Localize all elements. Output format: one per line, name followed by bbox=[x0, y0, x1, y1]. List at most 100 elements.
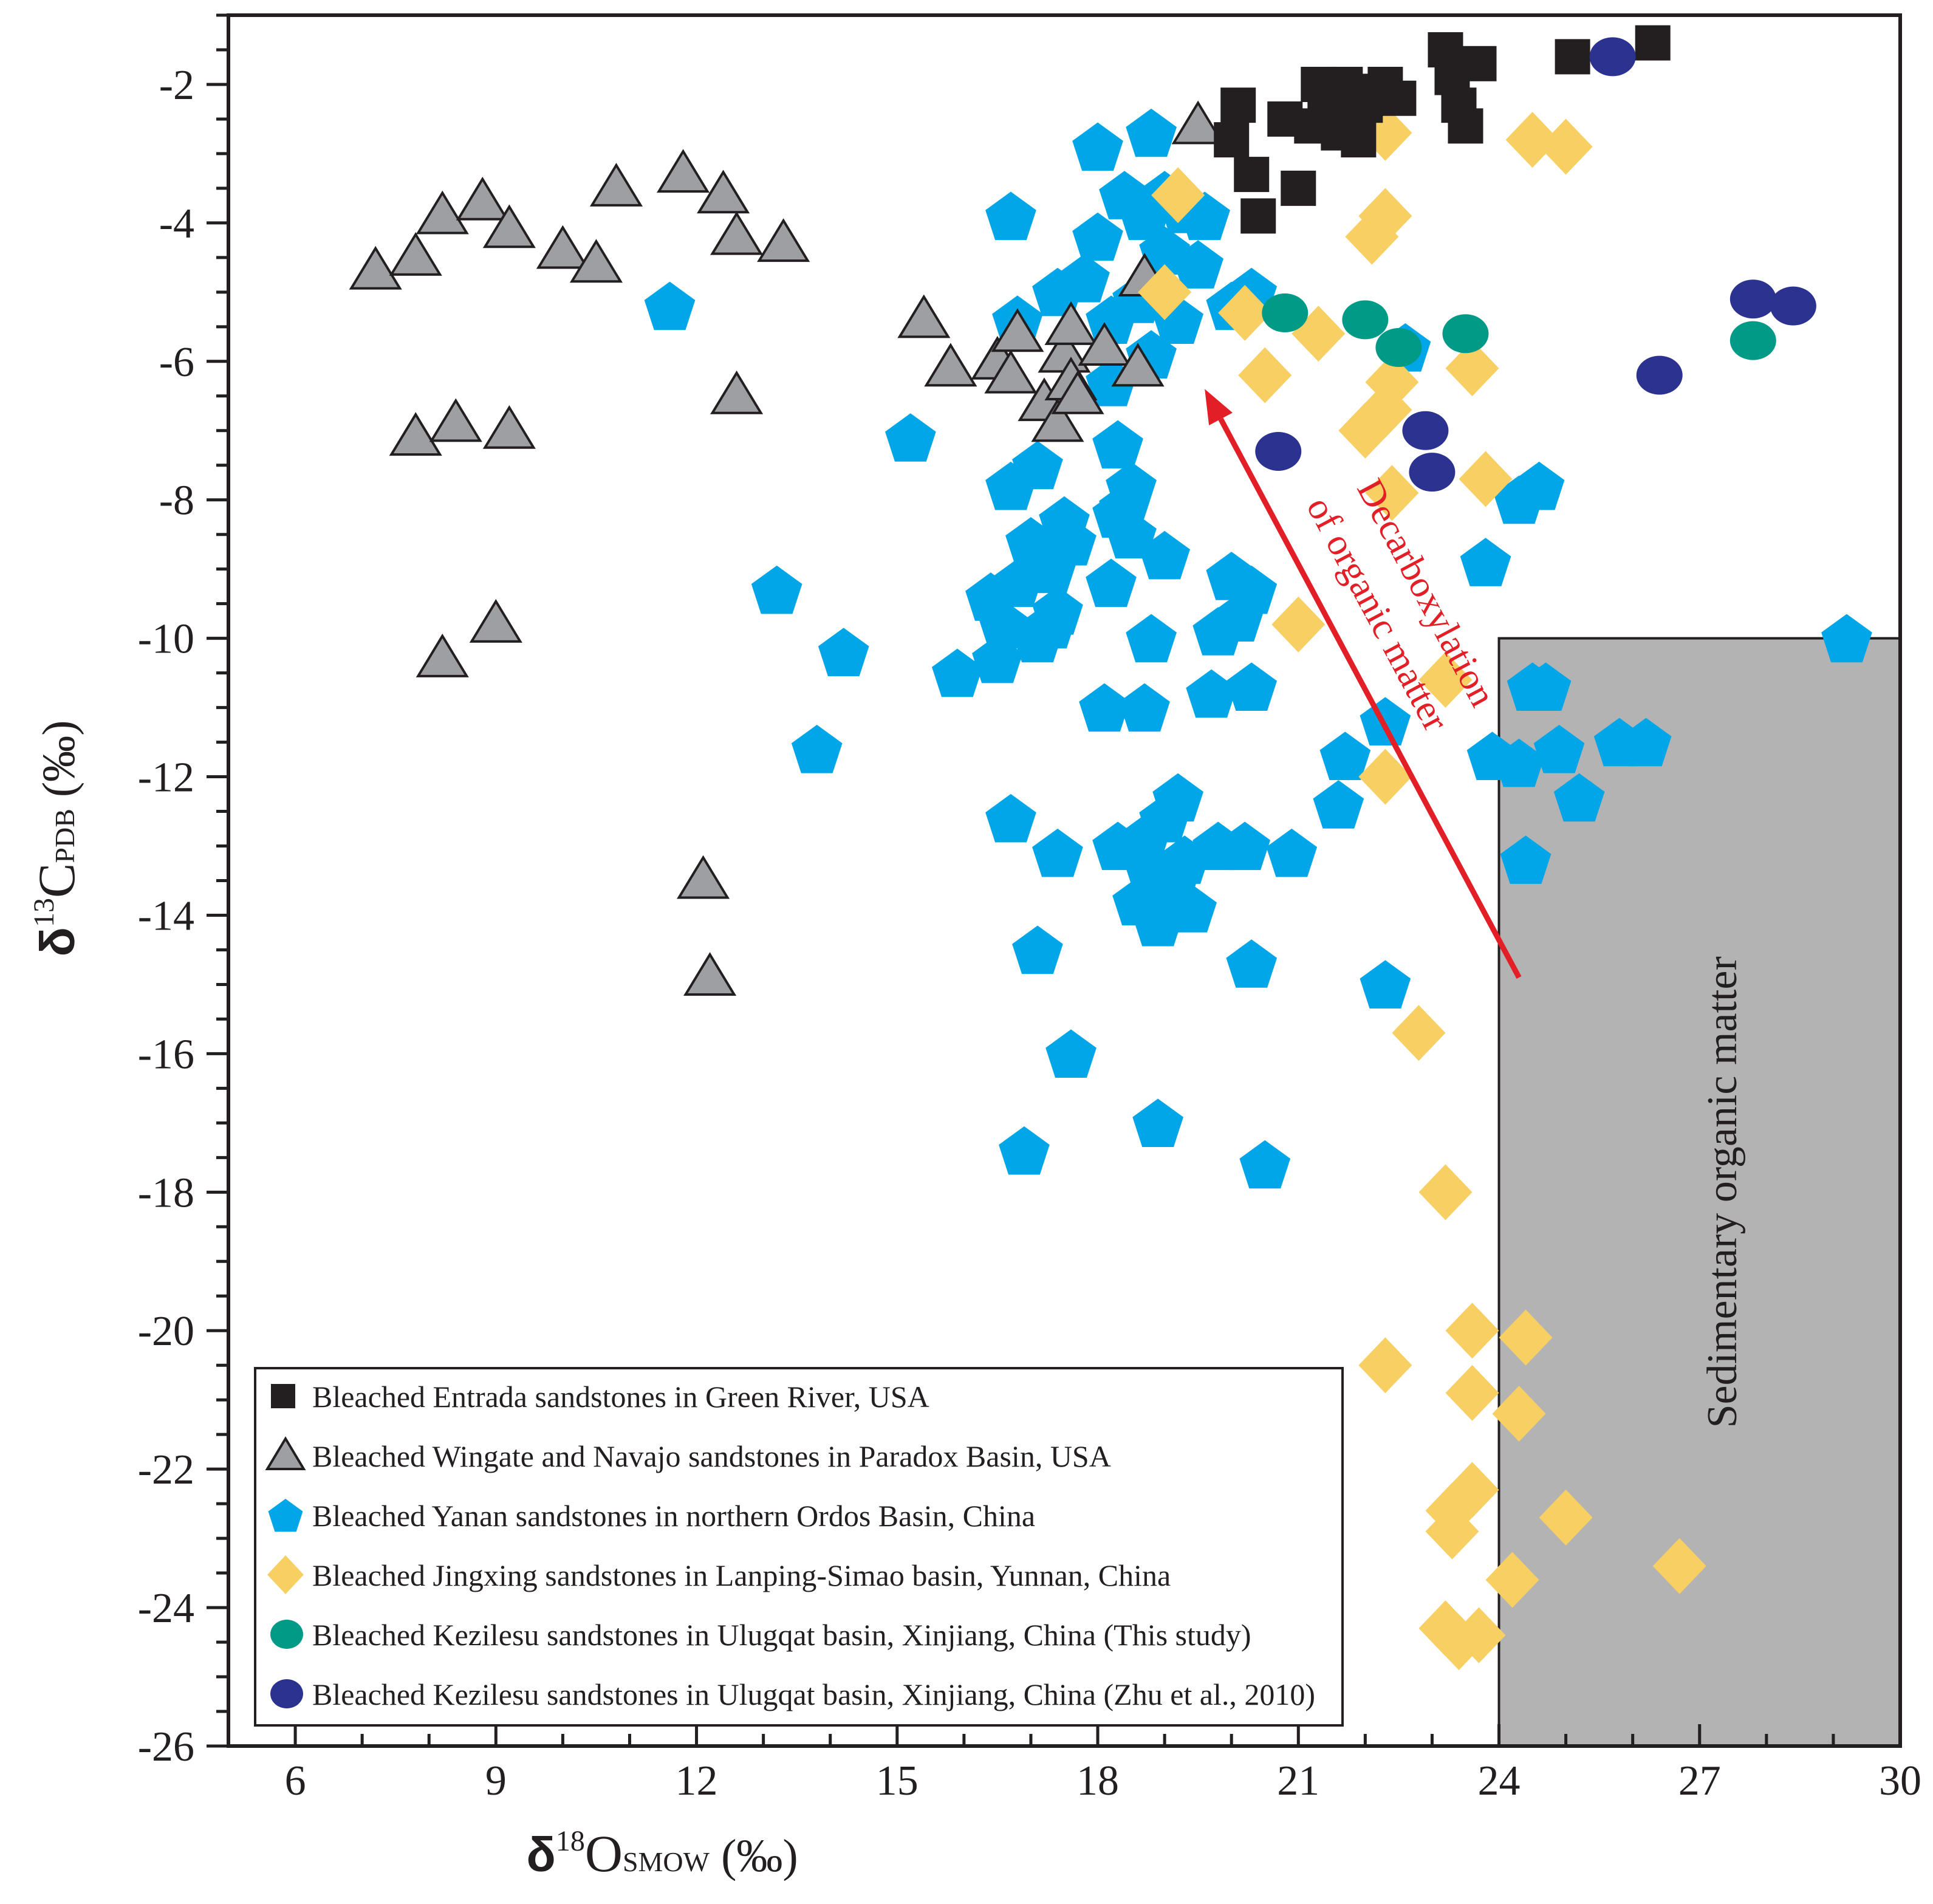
legend-label: Bleached Jingxing sandstones in Lanping-… bbox=[312, 1558, 1171, 1592]
jingxing-point bbox=[1218, 285, 1272, 341]
yanan-point bbox=[791, 725, 843, 773]
jingxing-point bbox=[1138, 264, 1192, 320]
entrada-point bbox=[1555, 39, 1590, 75]
yanan-point bbox=[1520, 662, 1572, 711]
wingate-navajo-point bbox=[757, 218, 810, 262]
jingxing-point bbox=[1151, 167, 1205, 224]
y-axis-title: δ13CPDB (‰) bbox=[27, 721, 86, 957]
wingate-navajo-point bbox=[924, 343, 977, 387]
y-tick-label: -18 bbox=[138, 1169, 194, 1216]
jingxing-point bbox=[1238, 347, 1292, 403]
region-layer: Sedimentary organic matter bbox=[1497, 637, 1901, 1747]
series-kezilesu-zhu bbox=[1255, 37, 1816, 492]
yanan-point bbox=[1025, 600, 1076, 649]
jingxing-point bbox=[1452, 1607, 1506, 1663]
wingate-navajo-point bbox=[389, 412, 442, 456]
kezilesu-zhu-point bbox=[1409, 453, 1456, 492]
wingate-navajo-point bbox=[710, 370, 764, 414]
yanan-point bbox=[999, 1126, 1050, 1175]
yanan-point bbox=[1012, 440, 1063, 490]
jingxing-point bbox=[1505, 112, 1559, 168]
jingxing-point bbox=[1492, 1385, 1546, 1442]
x-tick-label: 21 bbox=[1277, 1758, 1319, 1804]
decarboxylation-arrow-head bbox=[1205, 389, 1233, 426]
yanan-point bbox=[1226, 939, 1278, 988]
wingate-navajo-point bbox=[984, 349, 1038, 394]
wingate-navajo-point bbox=[1111, 343, 1165, 387]
yanan-point bbox=[1360, 697, 1411, 745]
wingate-navajo-point bbox=[683, 952, 737, 996]
wingate-navajo-point bbox=[1031, 398, 1084, 442]
wingate-navajo-point bbox=[536, 225, 589, 269]
x-tick-label: 18 bbox=[1076, 1758, 1119, 1804]
kezilesu-zhu-point bbox=[1636, 355, 1683, 395]
wingate-navajo-point bbox=[469, 598, 522, 643]
legend-box bbox=[254, 1367, 1344, 1727]
kezilesu-zhu-point bbox=[1589, 37, 1636, 77]
entrada-point bbox=[1635, 25, 1671, 61]
yanan-point bbox=[985, 191, 1036, 241]
series-entrada bbox=[1214, 25, 1671, 234]
y-tick-label: -16 bbox=[138, 1031, 194, 1078]
x-tick-label: 15 bbox=[876, 1758, 919, 1804]
yanan-point bbox=[1126, 614, 1177, 663]
jingxing-point bbox=[1445, 1303, 1499, 1359]
yanan-point bbox=[1319, 731, 1371, 780]
wingate-navajo-point bbox=[482, 405, 536, 449]
y-tick-label: -22 bbox=[138, 1447, 194, 1493]
wingate-navajo-point bbox=[991, 308, 1044, 352]
y-tick-label: -12 bbox=[138, 755, 194, 801]
wingate-navajo-point bbox=[1051, 370, 1104, 414]
yanan-point bbox=[751, 565, 802, 614]
yanan-point bbox=[1086, 558, 1137, 608]
wingate-navajo-point bbox=[677, 855, 730, 899]
wingate-navajo-point bbox=[1078, 322, 1131, 366]
kezilesu-zhu-point bbox=[1255, 431, 1302, 471]
legend-label: Bleached Yanan sandstones in northern Or… bbox=[312, 1499, 1035, 1533]
jingxing-point bbox=[1445, 1462, 1499, 1518]
entrada-point bbox=[1214, 122, 1250, 158]
yanan-point bbox=[1119, 683, 1170, 732]
legend-circle-marker bbox=[270, 1620, 303, 1649]
entrada-point bbox=[1448, 108, 1483, 144]
series-kezilesu-this-study bbox=[1262, 293, 1776, 368]
legend-diamond-marker bbox=[267, 1555, 304, 1594]
wingate-navajo-point bbox=[416, 190, 469, 235]
entrada-point bbox=[1281, 170, 1316, 206]
yanan-point bbox=[985, 793, 1036, 843]
yanan-point bbox=[932, 648, 983, 697]
yanan-point bbox=[1500, 835, 1552, 884]
jingxing-point bbox=[1499, 1309, 1553, 1366]
y-tick-label: -4 bbox=[159, 200, 194, 247]
yanan-point bbox=[1072, 212, 1123, 261]
yanan-point bbox=[1493, 738, 1545, 787]
legend-entry-kezilesu-zhu: Bleached Kezilesu sandstones in Ulugqat … bbox=[270, 1677, 1315, 1711]
wingate-navajo-point bbox=[349, 245, 402, 290]
jingxing-point bbox=[1418, 1164, 1473, 1221]
yanan-point bbox=[1126, 108, 1177, 157]
legend-entry-wingate-navajo: Bleached Wingate and Navajo sandstones i… bbox=[265, 1436, 1111, 1473]
legend: Bleached Entrada sandstones in Green Riv… bbox=[254, 1367, 1344, 1727]
axis-ticks: 6 9 12 15 18 21 24 27 30 -2 -4 -6 -8 -10 -12 -14 -16 -18 -… bbox=[138, 13, 1921, 1804]
region-label: Sedimentary organic matter bbox=[1699, 956, 1746, 1428]
x-tick-label: 9 bbox=[485, 1758, 507, 1804]
yanan-point bbox=[1059, 254, 1110, 303]
wingate-navajo-point bbox=[429, 398, 482, 442]
yanan-point bbox=[1313, 780, 1364, 829]
yanan-point bbox=[1012, 925, 1063, 974]
wingate-navajo-point bbox=[389, 232, 442, 276]
jingxing-point bbox=[1459, 451, 1513, 507]
yanan-point bbox=[1079, 683, 1130, 732]
yanan-point bbox=[1219, 821, 1271, 871]
y-tick-label: -26 bbox=[138, 1724, 194, 1770]
wingate-navajo-point bbox=[710, 211, 764, 255]
legend-entry-entrada: Bleached Entrada sandstones in Green Riv… bbox=[271, 1380, 929, 1414]
kezilesu-this-study-point bbox=[1342, 300, 1389, 340]
kezilesu-this-study-point bbox=[1729, 321, 1776, 360]
entrada-point bbox=[1234, 157, 1270, 193]
yanan-point bbox=[1045, 1029, 1097, 1078]
jingxing-point bbox=[1425, 1503, 1479, 1560]
yanan-point bbox=[885, 413, 936, 462]
jingxing-point bbox=[1365, 354, 1419, 410]
wingate-navajo-point bbox=[482, 204, 536, 248]
